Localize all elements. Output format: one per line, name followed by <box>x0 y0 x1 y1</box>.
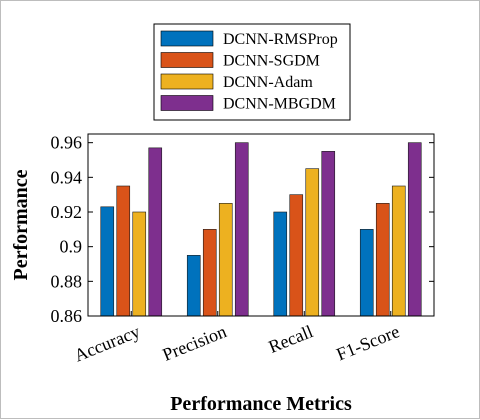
x-tick-label-accuracy: Accuracy <box>71 321 142 365</box>
x-tick-label-recall: Recall <box>266 321 316 357</box>
legend: DCNN-RMSProp DCNN-SGDM DCNN-Adam DCNN-MBGDM <box>153 23 351 121</box>
x-axis-ticks: Accuracy Precision Recall F1-Score <box>71 311 402 366</box>
legend-label-3: DCNN-Adam <box>223 74 313 91</box>
x-tick-label-precision: Precision <box>160 321 230 365</box>
x-axis-label: Performance Metrics <box>170 393 352 415</box>
bar-recall-series-3 <box>305 168 320 317</box>
axes-frame <box>87 133 435 317</box>
bar-precision-series-4 <box>234 142 249 317</box>
bars <box>100 142 422 317</box>
legend-label-2: DCNN-SGDM <box>223 53 320 70</box>
legend-label-4: DCNN-MBGDM <box>223 96 336 113</box>
legend-swatch-1 <box>160 30 214 47</box>
legend-swatch-2 <box>160 52 214 68</box>
bar-accuracy-series-3 <box>132 211 147 317</box>
y-tick-label-4: 0.92 <box>51 202 83 222</box>
plot-area: 0.86 0.88 0.9 0.92 0.94 0.96 Accuracy Precisio… <box>51 133 435 366</box>
bar-recall-series-2 <box>289 194 304 317</box>
bar-recall-series-4 <box>321 151 336 317</box>
x-tick-label-f1-score: F1-Score <box>334 321 403 364</box>
bar-f1-score-series-2 <box>375 203 390 317</box>
y-axis-label: Performance <box>10 169 32 280</box>
bar-precision-series-3 <box>218 203 233 317</box>
bar-precision-series-1 <box>186 255 201 317</box>
y-tick-label-6: 0.96 <box>51 133 83 153</box>
y-tick-label-5: 0.94 <box>51 167 83 187</box>
bar-precision-series-2 <box>202 229 217 317</box>
bar-accuracy-series-2 <box>116 185 131 317</box>
y-axis-ticks: 0.86 0.88 0.9 0.92 0.94 0.96 <box>51 133 434 326</box>
bar-accuracy-series-4 <box>148 147 163 317</box>
legend-label-1: DCNN-RMSProp <box>223 31 338 48</box>
y-tick-label-2: 0.88 <box>51 271 83 291</box>
legend-swatch-3 <box>160 73 214 90</box>
bar-recall-series-1 <box>273 211 288 317</box>
bar-f1-score-series-4 <box>407 142 422 317</box>
bar-f1-score-series-3 <box>391 185 406 317</box>
bar-accuracy-series-1 <box>100 206 115 317</box>
legend-swatch-4 <box>160 95 214 111</box>
y-tick-label-3: 0.9 <box>60 237 83 257</box>
y-tick-label-1: 0.86 <box>51 306 83 326</box>
bar-f1-score-series-1 <box>359 229 374 317</box>
